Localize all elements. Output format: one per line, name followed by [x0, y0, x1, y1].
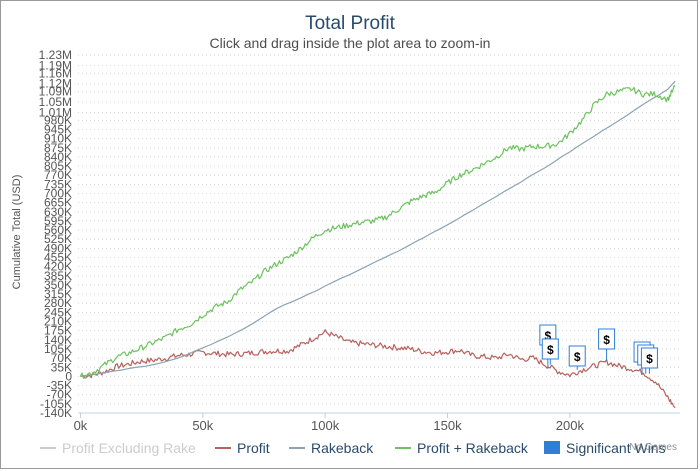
y-tick-label: 1.16M: [39, 66, 72, 80]
y-tick-label: 385K: [44, 269, 72, 283]
legend-symbol: [544, 441, 560, 454]
y-tick-label: 1.23M: [39, 48, 72, 62]
series-line-rakeback[interactable]: [80, 80, 676, 377]
legend-label: Significant Wins: [566, 440, 666, 456]
grid-lines: [78, 54, 680, 414]
y-tick-label: 525K: [44, 232, 72, 246]
legend-item-significant-wins[interactable]: Significant Wins: [544, 440, 666, 456]
flag-label: $: [547, 343, 554, 357]
y-tick-label: 35K: [51, 360, 72, 374]
y-tick-label: 245K: [44, 305, 72, 319]
legend-item-rakeback[interactable]: Rakeback: [289, 440, 374, 456]
y-tick-label: -140K: [40, 406, 72, 420]
y-tick-label: 1.01M: [39, 105, 72, 119]
x-tick-label: 50k: [192, 418, 213, 433]
legend-item-profit[interactable]: Profit: [215, 440, 270, 456]
x-tick-label: 200k: [556, 418, 585, 433]
y-tick-label: 280K: [44, 296, 72, 310]
chart-subtitle: Click and drag inside the plot area to z…: [210, 35, 491, 51]
y-tick-label: 735K: [44, 177, 72, 191]
y-tick-label: 630K: [44, 205, 72, 219]
flag-label: $: [646, 352, 653, 366]
y-axis-label: Cumulative Total (USD): [11, 175, 23, 290]
legend-item-profit-excluding-rake[interactable]: Profit Excluding Rake: [40, 440, 196, 456]
legend[interactable]: Profit Excluding Rake Profit Rakeback Profi…: [40, 440, 666, 456]
x-tick-label: 100k: [311, 418, 340, 433]
legend-label: Profit Excluding Rake: [62, 440, 196, 456]
y-tick-label: 1.05M: [39, 95, 72, 109]
flag-label: $: [574, 350, 581, 364]
significant-win-flag[interactable]: $: [640, 347, 658, 374]
flag-box: [598, 328, 616, 350]
y-tick-label: 980K: [44, 113, 72, 127]
y-tick-label: 350K: [44, 278, 72, 292]
y-tick-label: 490K: [44, 241, 72, 255]
legend-label: Rakeback: [311, 440, 374, 456]
y-tick-label: 805K: [44, 159, 72, 173]
y-tick-label: 700K: [44, 186, 72, 200]
legend-label: Profit + Rakeback: [417, 440, 529, 456]
legend-item-profit-rakeback[interactable]: Profit + Rakeback: [395, 440, 529, 456]
credits-text[interactable]: No Games: [629, 442, 677, 453]
series-line-profit[interactable]: [80, 329, 676, 409]
significant-win-flag[interactable]: $: [568, 345, 586, 370]
x-tick-label: 150k: [433, 418, 462, 433]
plot-area[interactable]: [79, 80, 676, 409]
y-tick-label: 70K: [51, 351, 72, 365]
flag-label: $: [545, 329, 552, 343]
significant-win-flag[interactable]: $: [598, 328, 616, 361]
significant-win-flag[interactable]: $: [541, 338, 559, 365]
flag-box: [568, 345, 586, 367]
y-tick-label: 175K: [44, 324, 72, 338]
y-tick-label: 560K: [44, 223, 72, 237]
flag-label: $: [603, 333, 610, 347]
y-tick-label: 1.19M: [39, 58, 72, 72]
series-line-profit-rakeback[interactable]: [79, 85, 676, 379]
flag-box: [640, 347, 658, 369]
y-tick-label: 875K: [44, 141, 72, 155]
y-tick-label: 945K: [44, 122, 72, 136]
chart-title: Total Profit: [305, 13, 395, 34]
y-tick-label: 1.09M: [39, 85, 72, 99]
y-tick-label: 770K: [44, 168, 72, 182]
y-tick-label: 140K: [44, 333, 72, 347]
y-axis-ticks: -140K-105K-70K-35K035K70K105K140K175K210…: [39, 48, 73, 420]
y-tick-label: -105K: [40, 397, 72, 411]
x-axis-ticks: 0k 50k 100k 150k 200k: [74, 413, 585, 433]
y-tick-label: -70K: [47, 388, 72, 402]
y-tick-label: 840K: [44, 150, 72, 164]
y-tick-label: 1.12M: [39, 77, 72, 91]
y-tick-label: 665K: [44, 196, 72, 210]
y-tick-label: 315K: [44, 287, 72, 301]
y-tick-label: 455K: [44, 251, 72, 265]
x-tick-label: 0k: [74, 418, 88, 433]
y-tick-label: 595K: [44, 214, 72, 228]
y-tick-label: 210K: [44, 315, 72, 329]
y-tick-label: -35K: [47, 379, 72, 393]
flag-box: [541, 338, 559, 360]
significant-wins-flags[interactable]: $$$$$$$: [539, 324, 658, 374]
y-tick-label: 105K: [44, 342, 72, 356]
y-tick-label: 0: [65, 369, 72, 383]
legend-label: Profit: [237, 440, 270, 456]
y-tick-label: 910K: [44, 132, 72, 146]
y-tick-label: 420K: [44, 260, 72, 274]
